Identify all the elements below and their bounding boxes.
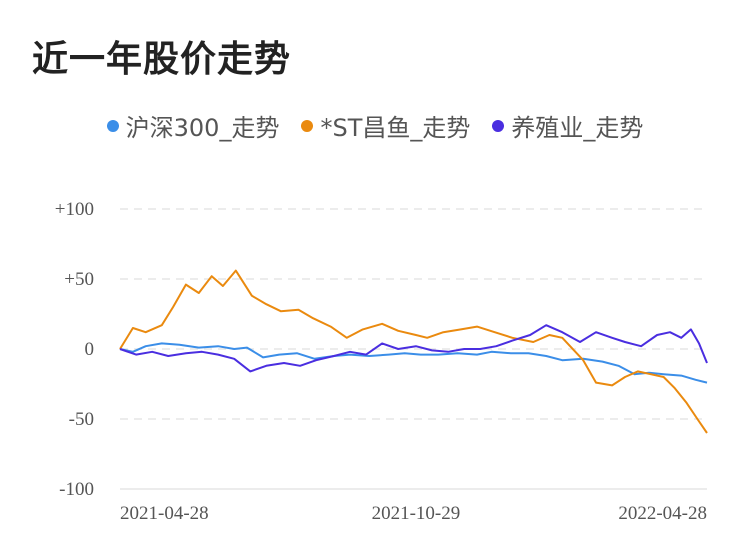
- y-axis-ticks: +100 +50 0 -50 -100: [55, 199, 94, 500]
- x-tick-label: 2021-10-29: [372, 503, 461, 524]
- y-tick-label: 0: [85, 339, 95, 360]
- x-tick-label: 2022-04-28: [618, 503, 707, 524]
- x-axis-ticks: 2021-04-28 2021-10-29 2022-04-28: [120, 503, 707, 524]
- legend-label: 养殖业_走势: [511, 114, 644, 142]
- y-tick-label: -50: [69, 409, 94, 430]
- series-line-1: [119, 269, 708, 434]
- series-line-2: [119, 324, 708, 373]
- x-tick-label: 2021-04-28: [120, 503, 209, 524]
- legend-dot-icon: [492, 119, 505, 132]
- chart-title: 近一年股价走势: [32, 39, 292, 80]
- legend-dot-icon: [106, 119, 119, 132]
- y-tick-label: +50: [64, 269, 94, 290]
- chart-legend: 沪深300_走势 *ST昌鱼_走势 养殖业_走势: [0, 108, 750, 143]
- series-lines: [119, 269, 708, 434]
- legend-dot-icon: [301, 119, 314, 132]
- legend-item-aquaculture[interactable]: 养殖业_走势: [492, 108, 643, 143]
- y-tick-label: -100: [59, 479, 94, 500]
- y-tick-label: +100: [55, 199, 94, 220]
- grid-lines: [120, 208, 707, 490]
- series-line-0: [119, 342, 708, 384]
- legend-label: *ST昌鱼_走势: [320, 114, 471, 142]
- legend-label: 沪深300_走势: [125, 114, 280, 142]
- legend-item-st-changyu[interactable]: *ST昌鱼_走势: [301, 108, 470, 143]
- legend-item-hs300[interactable]: 沪深300_走势: [106, 108, 280, 143]
